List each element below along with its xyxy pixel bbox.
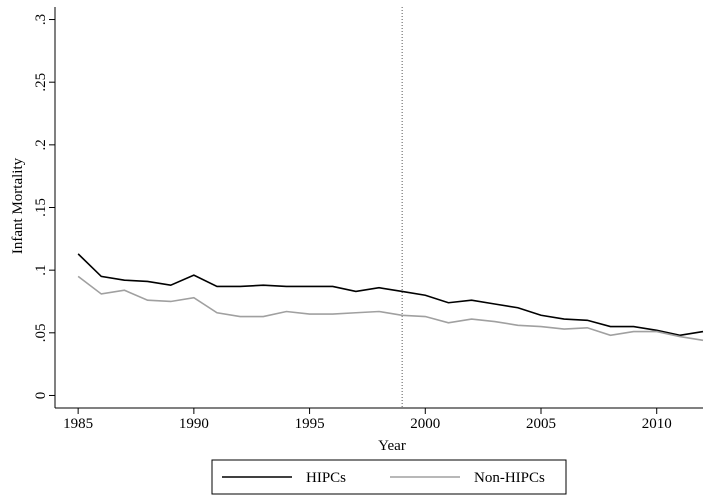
- y-tick-label: .2: [33, 139, 49, 150]
- y-tick-label: .1: [33, 265, 49, 276]
- y-axis-title: Infant Mortality: [10, 157, 26, 254]
- y-tick-label: 0: [33, 392, 49, 400]
- y-tick-label: .15: [33, 198, 49, 217]
- x-tick-label: 1990: [179, 416, 209, 432]
- x-tick-label: 2005: [526, 416, 556, 432]
- y-tick-label: .25: [33, 73, 49, 92]
- y-tick-label: .05: [33, 323, 49, 342]
- x-tick-label: 2010: [642, 416, 672, 432]
- legend-label: Non-HIPCs: [474, 470, 545, 486]
- x-tick-label: 2000: [410, 416, 440, 432]
- x-tick-label: 1985: [63, 416, 93, 432]
- legend-label: HIPCs: [306, 470, 346, 486]
- series-line: [77, 253, 704, 337]
- y-tick-label: .3: [33, 14, 49, 25]
- series-line: [77, 275, 704, 342]
- x-tick-label: 1995: [295, 416, 325, 432]
- x-axis-title: Year: [378, 438, 406, 454]
